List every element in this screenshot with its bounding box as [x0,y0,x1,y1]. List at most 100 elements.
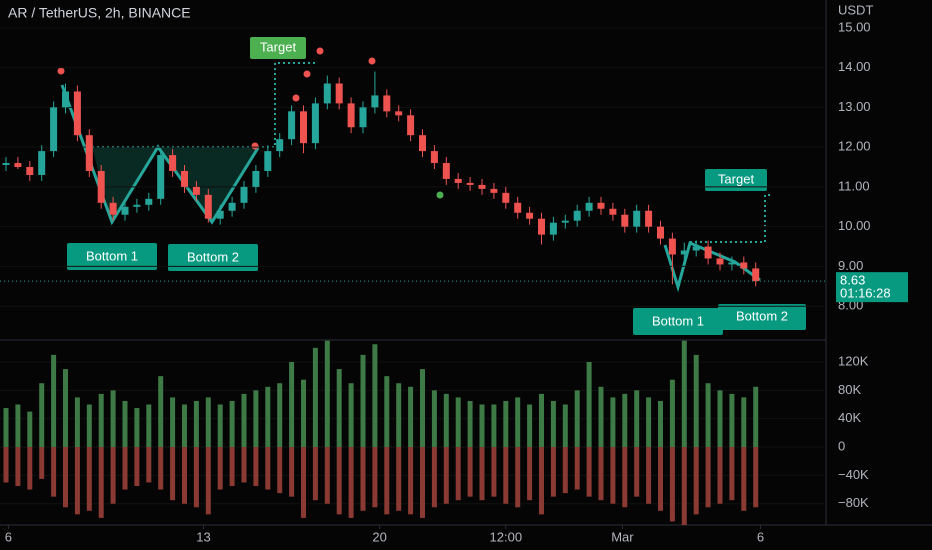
volume-bar [669,379,675,448]
volume-bar [27,447,33,490]
neckline [92,62,318,148]
volume-bar [634,390,640,448]
volume-bar [467,400,473,448]
volume-bar [669,447,675,522]
y-tick-label: 11.00 [838,178,870,193]
candle-body [549,222,557,235]
volume-bar [420,369,425,448]
volume-bar [431,447,437,508]
y-tick-label: 80K [838,382,861,397]
volume-bar [562,447,568,494]
candle-body [621,214,629,227]
annotation-box [705,169,767,191]
y-tick-label: −40K [838,467,869,482]
annotation-box [67,243,157,270]
candle-body [478,184,486,189]
volume-bar [98,447,104,518]
candle-body [526,212,534,219]
volume-bar [491,447,497,497]
volume-bar [420,447,425,518]
volume-bar [527,404,533,448]
candle-body [573,210,581,221]
volume-bar [27,411,33,448]
volume-bar [205,447,211,515]
countdown: 01:16:28 [840,286,891,301]
candle-body [716,258,724,265]
candle-body [181,170,188,187]
volume-bar [277,447,283,494]
signal-dot [292,94,300,102]
volume-bar [372,447,378,508]
volume-bar [51,447,57,497]
volume-bar [122,447,128,490]
volume-bar [681,447,687,525]
volume-bar [622,393,628,448]
annotation: Bottom 1 [86,248,138,263]
volume-bar [265,386,271,448]
volume-bar [229,400,235,448]
volume-bar [98,393,104,448]
signal-dot [57,67,65,75]
volume-bar [205,397,211,448]
volume-bar [63,447,68,508]
volume-bar [301,447,306,518]
annotation-box [168,244,258,271]
volume-bar [193,447,199,508]
volume-bar [550,447,556,497]
volume-bar [253,447,259,487]
volume-bar [741,447,747,511]
volume-bar [289,447,295,497]
candle-body [609,208,617,215]
volume-bar [86,404,92,448]
annotation: Target [718,171,755,186]
candle-body [442,163,450,179]
volume-bar [324,340,330,448]
candle-body [680,250,688,255]
volume-bar [241,447,247,483]
candle-body [371,95,379,108]
candle-body [419,135,426,152]
volume-bar [741,397,747,448]
volume-bar [646,397,652,448]
candle-body [38,151,46,175]
candle-body [133,204,141,207]
candle-body [276,139,284,152]
candle-body [14,163,22,168]
volume-bar [158,376,164,448]
candle-body [192,186,200,195]
candle-body [97,170,105,203]
axis-unit: USDT [838,2,873,17]
volume-bar [134,408,140,448]
volume-bar [527,447,533,501]
volume-bar [443,393,449,448]
x-tick-label: 20 [372,529,386,544]
volume-bar [158,447,164,490]
volume-bar [443,447,449,504]
volume-bar [753,386,759,448]
x-tick-label: 6 [757,529,764,544]
candle-body [264,151,272,171]
volume-bar [658,447,663,511]
volume-bar [336,447,342,515]
volume-bar [146,447,152,483]
candle-body [145,198,153,205]
volume-bar [586,447,592,497]
candle-body [502,192,510,203]
volume-bar [396,447,402,511]
candle-body [359,107,367,128]
y-tick-label: 10.00 [838,218,871,233]
candle-body [311,103,319,144]
volume-bar [15,447,21,487]
volume-bar [348,447,354,518]
volume-bar [39,383,45,448]
volume-bar [51,354,57,448]
volume-bar [503,447,509,504]
candle-body [383,95,391,112]
annotation: Bottom 2 [736,308,788,323]
y-tick-label: 120K [838,353,869,368]
candle-body [85,135,93,171]
volume-bar [63,369,68,448]
candle-body [228,202,236,211]
candle-body [454,178,462,183]
